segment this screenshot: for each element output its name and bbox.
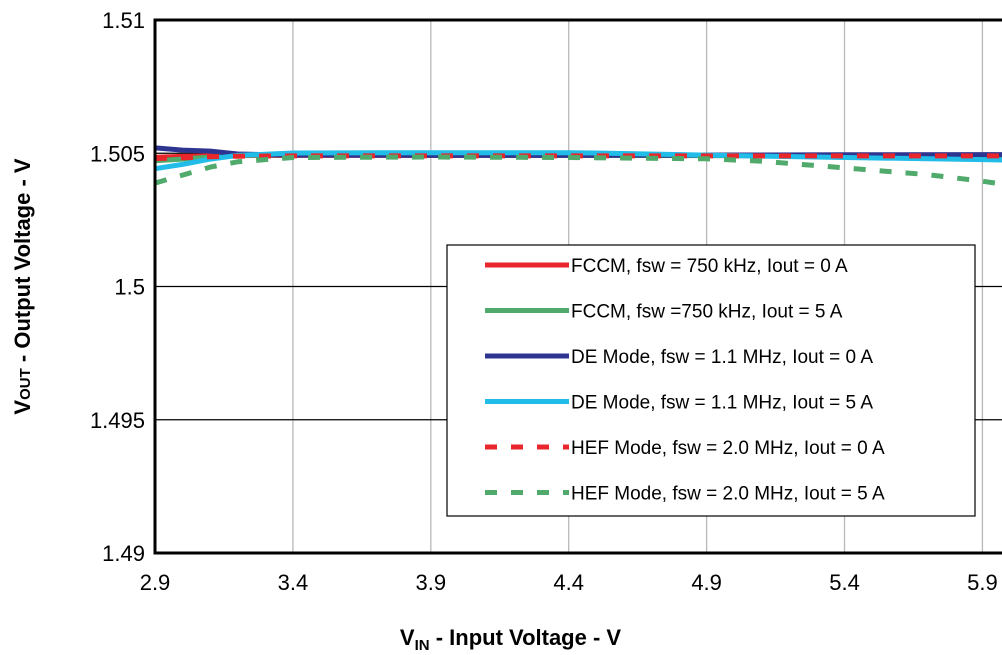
x-tick-label: 4.4 [553, 570, 584, 595]
x-tick-label: 5.4 [829, 570, 860, 595]
legend-box [446, 244, 976, 517]
legend-label: FCCM, fsw = 750 kHz, Iout = 0 A [571, 256, 848, 277]
y-tick-label: 1.49 [102, 541, 145, 566]
plot-area-frame [153, 18, 1002, 555]
y-tick-label: 1.495 [90, 408, 145, 433]
x-tick-label: 2.9 [140, 570, 171, 595]
y-axis-title: VOUT - Output Voltage - V [10, 158, 35, 414]
x-axis-tick-labels: 2.9 3.4 3.9 4.4 4.9 5.4 5.9 [140, 570, 998, 595]
series-line-5 [155, 153, 1002, 162]
legend-label: HEF Mode, fsw = 2.0 MHz, Iout = 0 A [571, 438, 885, 459]
series-line-6 [155, 154, 1002, 187]
x-tick-label: 3.9 [416, 570, 447, 595]
legend-label: DE Mode, fsw = 1.1 MHz, Iout = 5 A [571, 393, 873, 414]
x-tick-label: 3.4 [278, 570, 309, 595]
y-tick-label: 1.5 [114, 275, 145, 300]
legend-label: HEF Mode, fsw = 2.0 MHz, Iout = 5 A [571, 484, 885, 505]
x-axis-title-rest: - Input Voltage - V [430, 625, 622, 650]
y-axis-title-rest: - Output Voltage - V [10, 158, 35, 368]
legend-label: FCCM, fsw =750 kHz, Iout = 5 A [571, 302, 843, 323]
y-tick-label: 1.51 [102, 8, 145, 33]
x-axis-title-main: V [400, 625, 415, 650]
y-axis-title-subscript: OUT [17, 368, 34, 400]
y-tick-label: 1.505 [90, 141, 145, 166]
legend-label: DE Mode, fsw = 1.1 MHz, Iout = 0 A [571, 347, 873, 368]
y-axis-tick-labels: 1.49 1.495 1.5 1.505 1.51 [90, 8, 145, 566]
legend: FCCM, fsw = 750 kHz, Iout = 0 A FCCM, fsw… [446, 244, 976, 517]
x-tick-label: 4.9 [691, 570, 722, 595]
y-axis-title-main: V [10, 400, 35, 415]
series-lines [155, 145, 1002, 187]
x-tick-label: 5.9 [967, 570, 998, 595]
x-axis-title: VIN - Input Voltage - V [400, 625, 621, 654]
x-axis-title-subscript: IN [415, 637, 430, 654]
